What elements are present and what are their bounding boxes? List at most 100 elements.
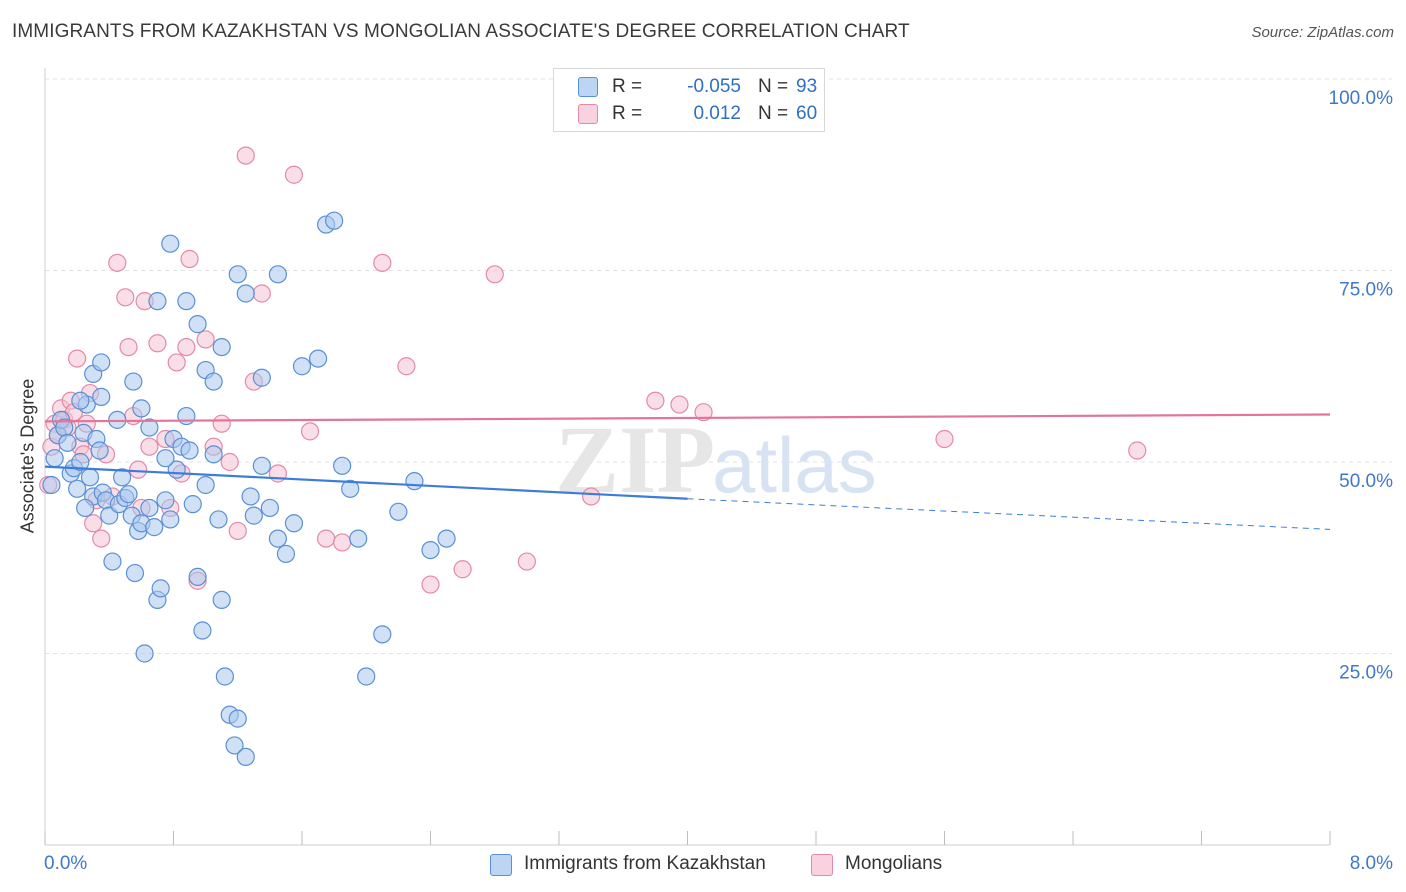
data-point-mongolians (84, 514, 103, 533)
data-point-kazakhstan (112, 468, 132, 487)
data-point-kazakhstan (244, 506, 263, 525)
y-tick-label: 100.0% (1329, 88, 1394, 109)
data-point-kazakhstan (252, 368, 271, 387)
data-point-kazakhstan (437, 529, 456, 548)
legend-r-value: -0.055 (687, 76, 741, 97)
data-point-kazakhstan (228, 709, 247, 728)
y-tick-label: 25.0% (1339, 663, 1393, 684)
data-point-mongolians (129, 460, 148, 479)
data-point-mongolians (397, 357, 416, 376)
tick-labels: 25.0% 50.0% 75.0% 100.0% 0.0% 8.0% (44, 88, 1393, 874)
data-point-mongolians (373, 253, 392, 272)
axes (44, 68, 1331, 846)
bottom-legend-label: Mongolians (845, 853, 943, 874)
data-point-mongolians (236, 146, 255, 165)
data-point-mongolians (196, 330, 215, 349)
data-point-kazakhstan (71, 452, 90, 472)
data-point-kazakhstan (108, 410, 127, 429)
data-point-kazakhstan (42, 475, 61, 495)
data-point-kazakhstan (180, 441, 199, 460)
data-point-mongolians (212, 414, 231, 433)
data-point-mongolians (646, 391, 665, 410)
y-tick-label: 50.0% (1339, 471, 1393, 492)
data-point-kazakhstan (373, 625, 392, 644)
data-point-mongolians (252, 284, 271, 303)
data-point-mongolians (116, 288, 135, 307)
data-point-mongolians (333, 533, 352, 552)
data-point-kazakhstan (58, 433, 77, 452)
data-point-kazakhstan (161, 510, 180, 529)
data-point-kazakhstan (188, 567, 207, 587)
data-point-mongolians (220, 452, 239, 472)
data-point-kazakhstan (156, 491, 175, 510)
data-point-mongolians (421, 575, 440, 594)
data-point-kazakhstan (140, 418, 159, 437)
data-point-mongolians (485, 265, 504, 284)
data-point-mongolians (92, 529, 111, 548)
data-point-kazakhstan (212, 338, 231, 357)
data-point-kazakhstan (204, 372, 223, 391)
gridlines (45, 78, 1392, 654)
data-point-kazakhstan (236, 284, 255, 303)
data-point-mongolians (517, 552, 536, 571)
data-point-kazakhstan (225, 736, 244, 755)
watermark-atlas: atlas (712, 421, 877, 509)
data-point-kazakhstan (341, 479, 360, 498)
trend-line-mongolians (44, 413, 1331, 423)
data-point-mongolians (935, 429, 954, 449)
data-point-mongolians (140, 437, 159, 456)
data-point-kazakhstan (148, 292, 167, 311)
legend-r-label: R = (612, 103, 643, 124)
stats-legend: R = -0.055 N = 93 R = 0.012 N = 60 (553, 68, 825, 132)
data-point-kazakhstan (90, 441, 109, 460)
data-point-kazakhstan (193, 621, 212, 640)
data-point-kazakhstan (260, 498, 279, 518)
bottom-legend-swatch-blue (490, 854, 512, 876)
data-point-kazakhstan (177, 406, 196, 426)
series-kazakhstan (42, 211, 456, 767)
legend-n-value: 60 (796, 103, 818, 124)
data-point-kazakhstan (132, 399, 151, 418)
data-point-kazakhstan (241, 487, 260, 506)
data-point-kazakhstan (135, 644, 154, 663)
data-point-kazakhstan (215, 667, 234, 686)
data-point-kazakhstan (389, 502, 408, 521)
data-point-kazakhstan (80, 468, 100, 487)
data-point-kazakhstan (140, 498, 159, 518)
data-point-kazakhstan (124, 372, 143, 391)
data-point-kazakhstan (268, 529, 288, 548)
data-point-kazakhstan (188, 315, 207, 334)
legend-swatch-pink (578, 104, 598, 124)
x-tick-label: 0.0% (44, 853, 87, 874)
bottom-legend-label: Immigrants from Kazakhstan (524, 853, 766, 874)
data-point-mongolians (284, 165, 304, 184)
data-point-kazakhstan (177, 292, 196, 311)
data-point-kazakhstan (405, 472, 424, 491)
data-point-mongolians (180, 249, 199, 269)
data-point-kazakhstan (357, 667, 376, 686)
trend-line-kazakhstan-extension (687, 498, 1331, 530)
data-point-kazakhstan (333, 456, 352, 475)
trend-lines (44, 413, 1331, 530)
data-point-kazakhstan (276, 544, 296, 564)
data-point-kazakhstan (421, 540, 440, 560)
data-point-kazakhstan (71, 391, 90, 410)
data-point-kazakhstan (76, 498, 95, 518)
data-point-kazakhstan (325, 211, 344, 230)
data-point-kazakhstan (119, 485, 138, 504)
data-point-kazakhstan (103, 552, 122, 571)
data-point-kazakhstan (161, 234, 180, 253)
data-point-mongolians (316, 529, 336, 548)
bottom-legend-swatch-pink (811, 854, 833, 876)
source-label: Source: ZipAtlas.com (1251, 24, 1394, 41)
legend-r-value: 0.012 (693, 103, 741, 124)
data-point-kazakhstan (236, 747, 255, 767)
legend-n-label: N = (758, 103, 789, 124)
data-point-kazakhstan (145, 518, 164, 537)
trend-line-kazakhstan (44, 465, 688, 500)
data-point-mongolians (1128, 441, 1147, 460)
data-point-mongolians (670, 395, 689, 414)
legend-n-label: N = (758, 76, 789, 97)
data-point-kazakhstan (212, 590, 231, 609)
